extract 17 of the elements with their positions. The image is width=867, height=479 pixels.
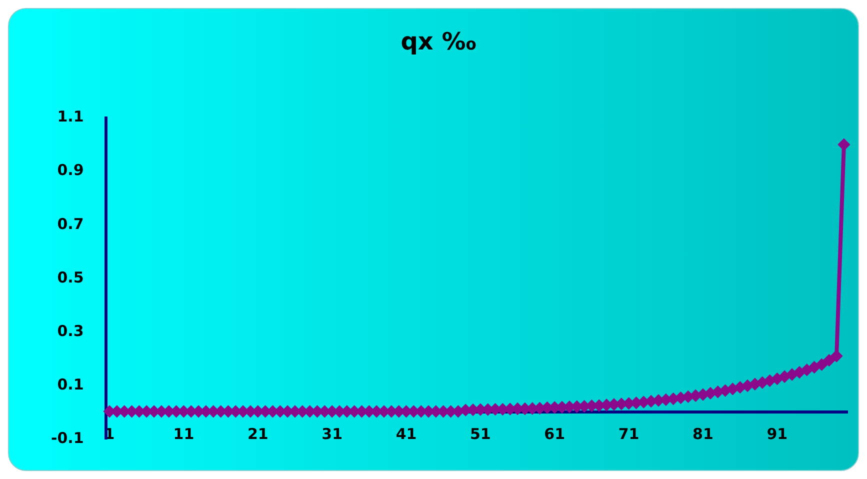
y-tick-label: 0.3 (57, 322, 84, 340)
chart-title: qx ‰ (400, 28, 477, 56)
y-tick-label: -0.1 (50, 428, 84, 447)
x-tick-label: 41 (396, 425, 417, 444)
x-tick-label: 21 (247, 425, 268, 444)
x-tick-label: 91 (766, 425, 788, 444)
x-tick-label: 31 (322, 425, 343, 444)
x-tick-label: 51 (470, 425, 491, 444)
x-tick-label: 71 (618, 425, 640, 444)
x-tick-label: 11 (173, 425, 194, 444)
y-tick-label: 0.5 (57, 268, 84, 286)
y-tick-label: 0.1 (57, 375, 84, 394)
x-tick-label: 81 (692, 425, 714, 444)
x-tick-label: 61 (544, 425, 566, 444)
y-tick-label: 0.9 (57, 161, 84, 180)
y-tick-label: 0.7 (57, 214, 84, 233)
y-tick-label: 1.1 (57, 108, 84, 126)
